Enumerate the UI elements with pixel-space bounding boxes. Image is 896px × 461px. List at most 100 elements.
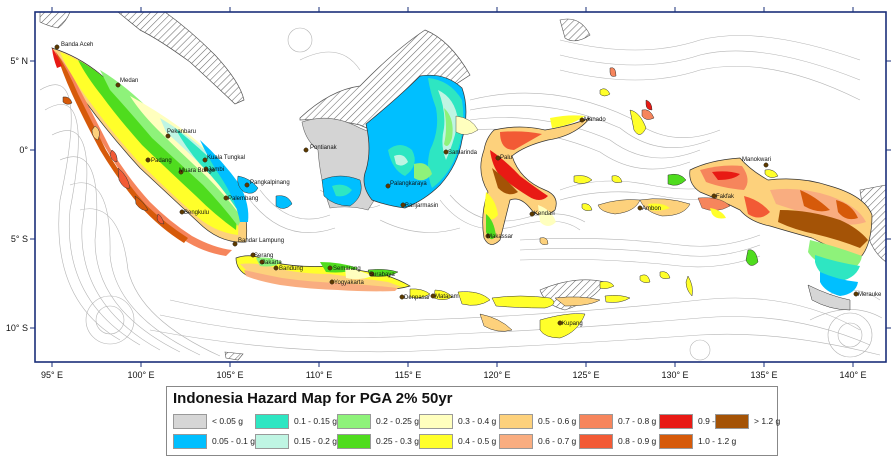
legend-label: 0.6 - 0.7 g bbox=[538, 436, 577, 446]
papua bbox=[689, 157, 873, 311]
lon-label: 130° E bbox=[661, 370, 688, 380]
legend-item: 0.1 - 0.15 g bbox=[255, 413, 337, 429]
lat-label: 5° N bbox=[10, 56, 28, 66]
sumatra-west-islands bbox=[62, 96, 165, 225]
legend-swatch bbox=[579, 413, 613, 429]
legend-label: 0.4 - 0.5 g bbox=[458, 436, 497, 446]
legend-label: 0.15 - 0.2 g bbox=[294, 436, 338, 446]
city-label: Merauke bbox=[858, 292, 882, 298]
legend-label: 0.8 - 0.9 g bbox=[618, 436, 657, 446]
city-label: Pontianak bbox=[310, 145, 338, 151]
legend-label: 0.05 - 0.1 g bbox=[212, 436, 256, 446]
lon-label: 135° E bbox=[750, 370, 777, 380]
lon-label: 105° E bbox=[216, 370, 243, 380]
legend-item: 0.2 - 0.25 g bbox=[337, 413, 419, 429]
madura bbox=[367, 269, 399, 277]
city-label: Samarinda bbox=[448, 150, 478, 156]
city-label: Medan bbox=[120, 78, 138, 84]
lon-label: 100° E bbox=[127, 370, 154, 380]
map-title: Indonesia Hazard Map for PGA 2% 50yr bbox=[173, 390, 453, 407]
city-label: Fakfak bbox=[716, 194, 735, 200]
sulawesi-islands bbox=[539, 67, 623, 245]
legend-item: 0.05 - 0.1 g bbox=[173, 433, 255, 449]
latitude-ticks bbox=[30, 60, 891, 329]
legend-swatch bbox=[659, 413, 693, 429]
city-label: Kuala Tungkal bbox=[207, 155, 245, 161]
city-label: Banda Aceh bbox=[61, 42, 93, 48]
legend-swatch bbox=[173, 413, 207, 429]
city-label: Bengkulu bbox=[184, 210, 209, 216]
city-label: Surabaya bbox=[369, 272, 395, 278]
legend-swatch bbox=[419, 433, 453, 449]
legend-label: > 1.2 g bbox=[754, 416, 781, 426]
legend-swatch bbox=[419, 413, 453, 429]
banda-islands bbox=[599, 271, 693, 297]
city-label: Palangkaraya bbox=[390, 181, 427, 187]
legend-item: 0.4 - 0.5 g bbox=[419, 433, 496, 449]
legend-swatch bbox=[337, 433, 371, 449]
legend-swatch bbox=[499, 433, 533, 449]
city-label: Manado bbox=[584, 117, 606, 123]
map-frame-border bbox=[34, 11, 887, 363]
legend-item: > 1.2 g bbox=[715, 413, 780, 429]
city-label: Banjarmasin bbox=[405, 203, 438, 209]
longitude-ticks bbox=[51, 7, 854, 367]
maluku bbox=[581, 99, 691, 217]
legend-label: 0.2 - 0.25 g bbox=[376, 416, 420, 426]
longitude-labels: 95° E 100° E 105° E 110° E 115° E 120° E… bbox=[41, 370, 867, 380]
legend: Indonesia Hazard Map for PGA 2% 50yr < 0… bbox=[166, 386, 780, 456]
lon-label: 110° E bbox=[306, 370, 332, 380]
city-label: Semarang bbox=[333, 266, 361, 272]
city-label: Yogyakarta bbox=[334, 280, 364, 286]
city-label: Pangkalpinang bbox=[250, 180, 290, 186]
city-label: Mataram bbox=[435, 294, 459, 300]
kalimantan bbox=[321, 74, 479, 209]
legend-item: < 0.05 g bbox=[173, 413, 243, 429]
java bbox=[235, 255, 411, 292]
nusa-tenggara bbox=[409, 288, 631, 339]
legend-item: 0.8 - 0.9 g bbox=[579, 433, 656, 449]
legend-item: 0.7 - 0.8 g bbox=[579, 413, 656, 429]
hazard-map: Banda Aceh Medan Pekanbaru Kuala Tungkal… bbox=[6, 7, 891, 380]
city-label: Jambi bbox=[208, 167, 224, 173]
lon-label: 140° E bbox=[839, 370, 866, 380]
legend-label: 0.7 - 0.8 g bbox=[618, 416, 657, 426]
city-label: Pekanbaru bbox=[167, 129, 196, 135]
city-label: Palu bbox=[500, 155, 512, 161]
legend-swatch bbox=[659, 433, 693, 449]
legend-label: 0.1 - 0.15 g bbox=[294, 416, 338, 426]
legend-label: 0.5 - 0.6 g bbox=[538, 416, 577, 426]
city-label: Kupang bbox=[562, 321, 583, 327]
legend-item: 0.15 - 0.2 g bbox=[255, 433, 337, 449]
legend-swatch bbox=[715, 413, 749, 429]
legend-swatch bbox=[499, 413, 533, 429]
legend-label: 0.25 - 0.3 g bbox=[376, 436, 420, 446]
latitude-labels: 5° N 0° 5° S 10° S bbox=[6, 56, 29, 333]
legend-item: 0.6 - 0.7 g bbox=[499, 433, 576, 449]
lon-label: 95° E bbox=[41, 370, 63, 380]
city-label: Serang bbox=[254, 253, 273, 259]
legend-label: < 0.05 g bbox=[212, 416, 243, 426]
legend-swatch bbox=[255, 433, 289, 449]
legend-label: 0.3 - 0.4 g bbox=[458, 416, 497, 426]
legend-item: 0.25 - 0.3 g bbox=[337, 433, 419, 449]
lat-label: 0° bbox=[19, 145, 28, 155]
lon-label: 125° E bbox=[572, 370, 599, 380]
city-dots bbox=[54, 44, 859, 326]
city-label: Denpasar bbox=[404, 295, 430, 301]
legend-swatch bbox=[337, 413, 371, 429]
city-label: Palembang bbox=[228, 196, 258, 202]
sulawesi bbox=[480, 115, 591, 245]
city-label: Jakarta bbox=[262, 260, 282, 266]
legend-item: 1.0 - 1.2 g bbox=[659, 433, 736, 449]
city-labels: Banda Aceh Medan Pekanbaru Kuala Tungkal… bbox=[61, 42, 882, 327]
city-label: Bandar Lampung bbox=[238, 238, 284, 244]
legend-swatch bbox=[173, 433, 207, 449]
lat-label: 5° S bbox=[11, 234, 28, 244]
legend-item: 0.5 - 0.6 g bbox=[499, 413, 576, 429]
lon-label: 120° E bbox=[483, 370, 510, 380]
city-label: Bandung bbox=[279, 266, 303, 272]
legend-item: 0.3 - 0.4 g bbox=[419, 413, 496, 429]
city-label: Manokwari bbox=[742, 157, 771, 163]
lat-label: 10° S bbox=[6, 323, 28, 333]
